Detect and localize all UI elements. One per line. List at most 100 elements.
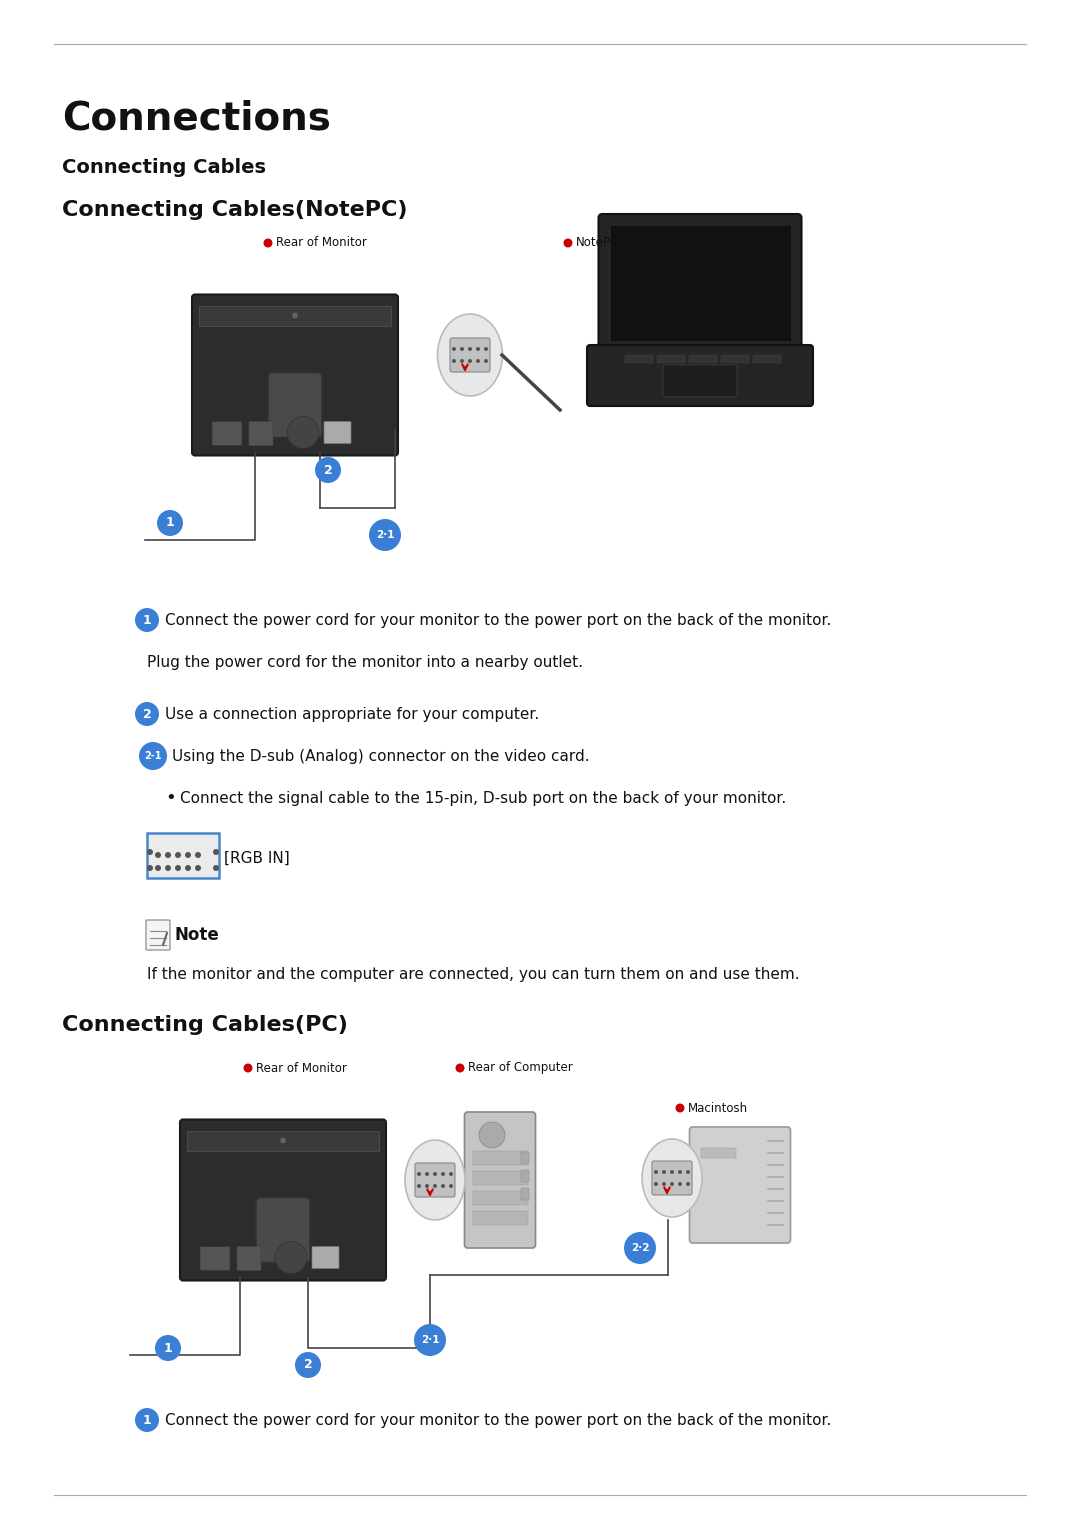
FancyBboxPatch shape — [521, 1170, 528, 1182]
Circle shape — [662, 1170, 666, 1174]
Circle shape — [564, 238, 572, 247]
FancyBboxPatch shape — [415, 1164, 455, 1197]
Text: Connect the signal cable to the 15-pin, D-sub port on the back of your monitor.: Connect the signal cable to the 15-pin, … — [180, 791, 786, 806]
FancyBboxPatch shape — [588, 345, 813, 406]
Circle shape — [157, 510, 183, 536]
Text: Rear of Monitor: Rear of Monitor — [276, 237, 367, 249]
Circle shape — [686, 1182, 690, 1186]
Circle shape — [185, 864, 191, 870]
FancyBboxPatch shape — [187, 1130, 379, 1150]
Text: 2: 2 — [143, 707, 151, 721]
Circle shape — [147, 849, 153, 855]
Circle shape — [662, 1182, 666, 1186]
Circle shape — [468, 347, 472, 351]
Circle shape — [156, 852, 161, 858]
Circle shape — [213, 864, 219, 870]
Text: Connect the power cord for your monitor to the power port on the back of the mon: Connect the power cord for your monitor … — [165, 612, 832, 628]
Circle shape — [414, 1324, 446, 1356]
Circle shape — [369, 519, 401, 551]
FancyBboxPatch shape — [256, 1197, 310, 1263]
FancyBboxPatch shape — [324, 421, 351, 443]
Text: •: • — [165, 789, 176, 806]
Circle shape — [433, 1183, 437, 1188]
FancyBboxPatch shape — [721, 354, 750, 363]
FancyBboxPatch shape — [473, 1211, 527, 1225]
Text: Macintosh: Macintosh — [688, 1101, 748, 1115]
Circle shape — [275, 1241, 307, 1274]
Circle shape — [441, 1173, 445, 1176]
Text: 2: 2 — [303, 1359, 312, 1371]
Text: Rear of Computer: Rear of Computer — [468, 1061, 572, 1075]
Circle shape — [417, 1173, 421, 1176]
FancyBboxPatch shape — [473, 1171, 527, 1185]
Circle shape — [135, 1408, 159, 1432]
Circle shape — [165, 852, 171, 858]
Circle shape — [686, 1170, 690, 1174]
Circle shape — [195, 864, 201, 870]
Ellipse shape — [405, 1141, 465, 1220]
FancyBboxPatch shape — [473, 1191, 527, 1205]
Circle shape — [156, 864, 161, 870]
Circle shape — [135, 702, 159, 725]
FancyBboxPatch shape — [199, 305, 391, 325]
Text: If the monitor and the computer are connected, you can turn them on and use them: If the monitor and the computer are conn… — [147, 968, 799, 982]
FancyBboxPatch shape — [598, 214, 801, 353]
FancyBboxPatch shape — [312, 1246, 339, 1269]
Text: Connecting Cables: Connecting Cables — [62, 157, 266, 177]
Circle shape — [456, 1063, 464, 1072]
Circle shape — [287, 417, 319, 449]
Circle shape — [165, 864, 171, 870]
Circle shape — [195, 852, 201, 858]
Circle shape — [280, 1138, 286, 1144]
Text: 2: 2 — [324, 464, 333, 476]
Circle shape — [175, 864, 181, 870]
Circle shape — [426, 1173, 429, 1176]
Circle shape — [185, 852, 191, 858]
Circle shape — [139, 742, 167, 770]
Circle shape — [264, 238, 272, 247]
Text: Plug the power cord for the monitor into a nearby outlet.: Plug the power cord for the monitor into… — [147, 655, 583, 669]
Text: 1: 1 — [143, 614, 151, 626]
Text: 2·1: 2·1 — [421, 1335, 440, 1345]
FancyBboxPatch shape — [610, 226, 789, 341]
FancyBboxPatch shape — [249, 421, 273, 446]
Text: 1: 1 — [165, 516, 174, 530]
FancyBboxPatch shape — [212, 421, 242, 446]
FancyBboxPatch shape — [657, 354, 685, 363]
Text: Note: Note — [175, 925, 219, 944]
FancyBboxPatch shape — [701, 1148, 735, 1157]
FancyBboxPatch shape — [200, 1246, 230, 1270]
Circle shape — [449, 1183, 453, 1188]
Text: 1: 1 — [143, 1414, 151, 1426]
Text: 2·1: 2·1 — [376, 530, 394, 541]
Circle shape — [433, 1173, 437, 1176]
Text: NotePC: NotePC — [576, 237, 619, 249]
FancyBboxPatch shape — [147, 834, 219, 878]
Circle shape — [624, 1232, 656, 1264]
Text: Rear of Monitor: Rear of Monitor — [256, 1061, 347, 1075]
Text: 1: 1 — [164, 1342, 173, 1354]
FancyBboxPatch shape — [192, 295, 399, 455]
Circle shape — [678, 1170, 681, 1174]
Circle shape — [156, 1335, 181, 1361]
Ellipse shape — [642, 1139, 702, 1217]
FancyBboxPatch shape — [450, 337, 490, 373]
Circle shape — [654, 1182, 658, 1186]
Circle shape — [484, 359, 488, 363]
Circle shape — [147, 864, 153, 870]
FancyBboxPatch shape — [521, 1188, 528, 1200]
Text: Connections: Connections — [62, 99, 330, 137]
Circle shape — [453, 359, 456, 363]
Text: Using the D-sub (Analog) connector on the video card.: Using the D-sub (Analog) connector on th… — [172, 748, 590, 764]
Text: Connecting Cables(PC): Connecting Cables(PC) — [62, 1015, 348, 1035]
Text: Connect the power cord for your monitor to the power port on the back of the mon: Connect the power cord for your monitor … — [165, 1412, 832, 1428]
FancyBboxPatch shape — [146, 919, 170, 950]
Text: Use a connection appropriate for your computer.: Use a connection appropriate for your co… — [165, 707, 539, 721]
Circle shape — [243, 1063, 253, 1072]
Circle shape — [135, 608, 159, 632]
FancyBboxPatch shape — [180, 1119, 386, 1281]
FancyBboxPatch shape — [689, 354, 717, 363]
Circle shape — [449, 1173, 453, 1176]
Circle shape — [670, 1182, 674, 1186]
Circle shape — [295, 1351, 321, 1377]
